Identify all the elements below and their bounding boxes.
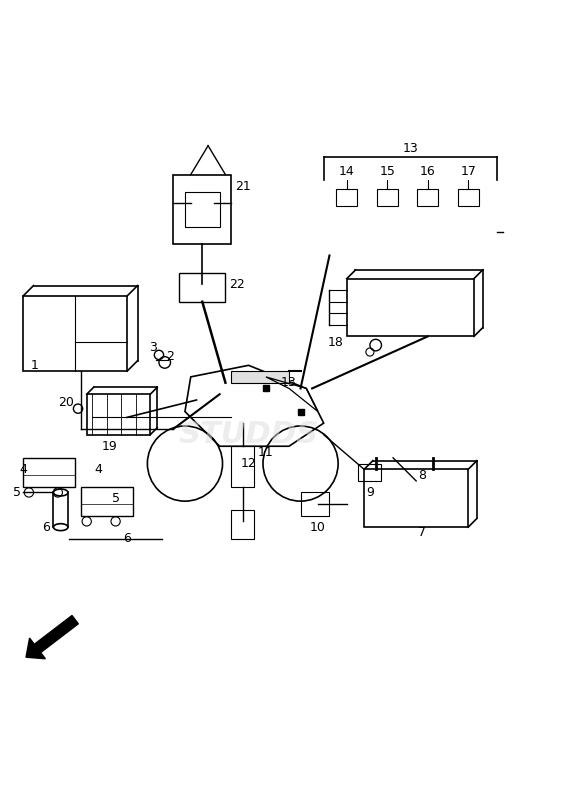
Bar — [417, 189, 438, 206]
Text: 22: 22 — [229, 278, 245, 291]
Text: 13: 13 — [281, 376, 297, 389]
Text: 13: 13 — [402, 142, 418, 155]
Text: 1: 1 — [31, 359, 39, 372]
Text: 10: 10 — [310, 521, 326, 534]
Polygon shape — [231, 371, 289, 382]
Text: 6: 6 — [123, 532, 131, 546]
Bar — [358, 463, 381, 481]
Text: 14: 14 — [339, 165, 355, 178]
Bar — [185, 192, 220, 226]
Text: 8: 8 — [418, 469, 426, 482]
Text: 6: 6 — [42, 521, 50, 534]
Bar — [23, 296, 127, 371]
Text: 2: 2 — [166, 350, 175, 363]
Text: 20: 20 — [58, 396, 75, 410]
Text: 3: 3 — [149, 342, 157, 354]
Bar — [364, 470, 468, 527]
Bar — [377, 189, 398, 206]
Bar — [231, 510, 254, 538]
Bar — [336, 189, 357, 206]
Text: 16: 16 — [420, 165, 436, 178]
Bar — [87, 394, 150, 434]
Bar — [301, 493, 329, 516]
Text: 15: 15 — [379, 165, 395, 178]
Bar — [458, 189, 479, 206]
Text: 17: 17 — [460, 165, 476, 178]
FancyArrow shape — [26, 615, 78, 658]
Text: 12: 12 — [240, 457, 257, 470]
Bar — [179, 273, 225, 302]
Bar — [231, 446, 254, 486]
Text: 21: 21 — [235, 180, 251, 193]
Text: STUDDS: STUDDS — [179, 420, 318, 449]
Bar — [23, 458, 75, 486]
Bar — [81, 486, 133, 516]
Text: 4: 4 — [19, 463, 27, 476]
Text: 5: 5 — [13, 486, 21, 499]
Bar — [347, 278, 474, 337]
Text: 4: 4 — [94, 463, 102, 476]
Bar — [173, 174, 231, 244]
Text: 9: 9 — [366, 486, 374, 499]
Text: 7: 7 — [418, 526, 426, 539]
Text: 18: 18 — [327, 336, 343, 349]
Text: 19: 19 — [102, 440, 118, 453]
Text: 11: 11 — [258, 446, 274, 458]
Text: 5: 5 — [112, 492, 120, 505]
